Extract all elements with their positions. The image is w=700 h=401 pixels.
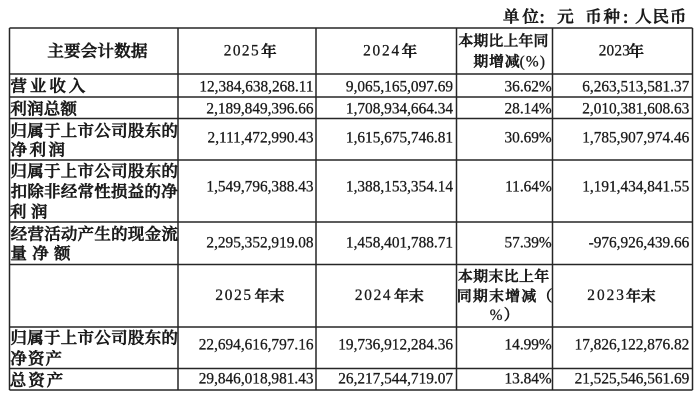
svg-text:2023: 2023 [599, 42, 631, 59]
svg-text:2023: 2023 [587, 287, 626, 304]
svg-text:2024: 2024 [363, 42, 401, 59]
svg-text:13.84%: 13.84% [505, 371, 552, 388]
svg-text:1,458,401,788.71: 1,458,401,788.71 [346, 235, 453, 252]
svg-text:6,263,513,581.37: 6,263,513,581.37 [582, 78, 689, 95]
svg-text:2024: 2024 [355, 287, 392, 304]
svg-text:26,217,544,719.07: 26,217,544,719.07 [338, 371, 453, 388]
svg-text:1,388,153,354.14: 1,388,153,354.14 [346, 178, 453, 195]
svg-text:2,295,352,919.08: 2,295,352,919.08 [206, 235, 313, 252]
svg-text:30.69%: 30.69% [505, 129, 552, 146]
svg-text:1,549,796,388.43: 1,549,796,388.43 [206, 178, 313, 195]
svg-text:(%): (%) [520, 54, 547, 71]
svg-text:12,384,638,268.11: 12,384,638,268.11 [199, 78, 313, 95]
svg-text:2,111,472,990.43: 2,111,472,990.43 [208, 129, 314, 146]
svg-text:11.64%: 11.64% [505, 178, 552, 195]
svg-text:21,525,546,561.69: 21,525,546,561.69 [575, 371, 690, 388]
svg-text:1,615,675,746.81: 1,615,675,746.81 [346, 129, 453, 146]
svg-text:2025: 2025 [215, 287, 252, 304]
svg-text:22,694,616,797.16: 22,694,616,797.16 [199, 337, 314, 354]
svg-text:%: % [490, 307, 503, 324]
svg-text:2,189,849,396.66: 2,189,849,396.66 [206, 101, 313, 118]
svg-text:36.62%: 36.62% [505, 78, 552, 95]
svg-text:2025: 2025 [224, 42, 260, 59]
svg-text:9,065,165,097.69: 9,065,165,097.69 [346, 78, 453, 95]
svg-text:-976,926,439.66: -976,926,439.66 [589, 235, 690, 252]
svg-text:57.39%: 57.39% [505, 235, 552, 252]
svg-text:1,191,434,841.55: 1,191,434,841.55 [582, 178, 689, 195]
svg-text:2,010,381,608.63: 2,010,381,608.63 [582, 101, 689, 118]
svg-text:29,846,018,981.43: 29,846,018,981.43 [199, 371, 314, 388]
svg-text:1,708,934,664.34: 1,708,934,664.34 [346, 101, 453, 118]
svg-text:19,736,912,284.36: 19,736,912,284.36 [338, 337, 453, 354]
svg-text:28.14%: 28.14% [505, 101, 552, 118]
svg-text:1,785,907,974.46: 1,785,907,974.46 [582, 129, 689, 146]
svg-text:17,826,122,876.82: 17,826,122,876.82 [575, 337, 690, 354]
svg-text:14.99%: 14.99% [505, 337, 552, 354]
